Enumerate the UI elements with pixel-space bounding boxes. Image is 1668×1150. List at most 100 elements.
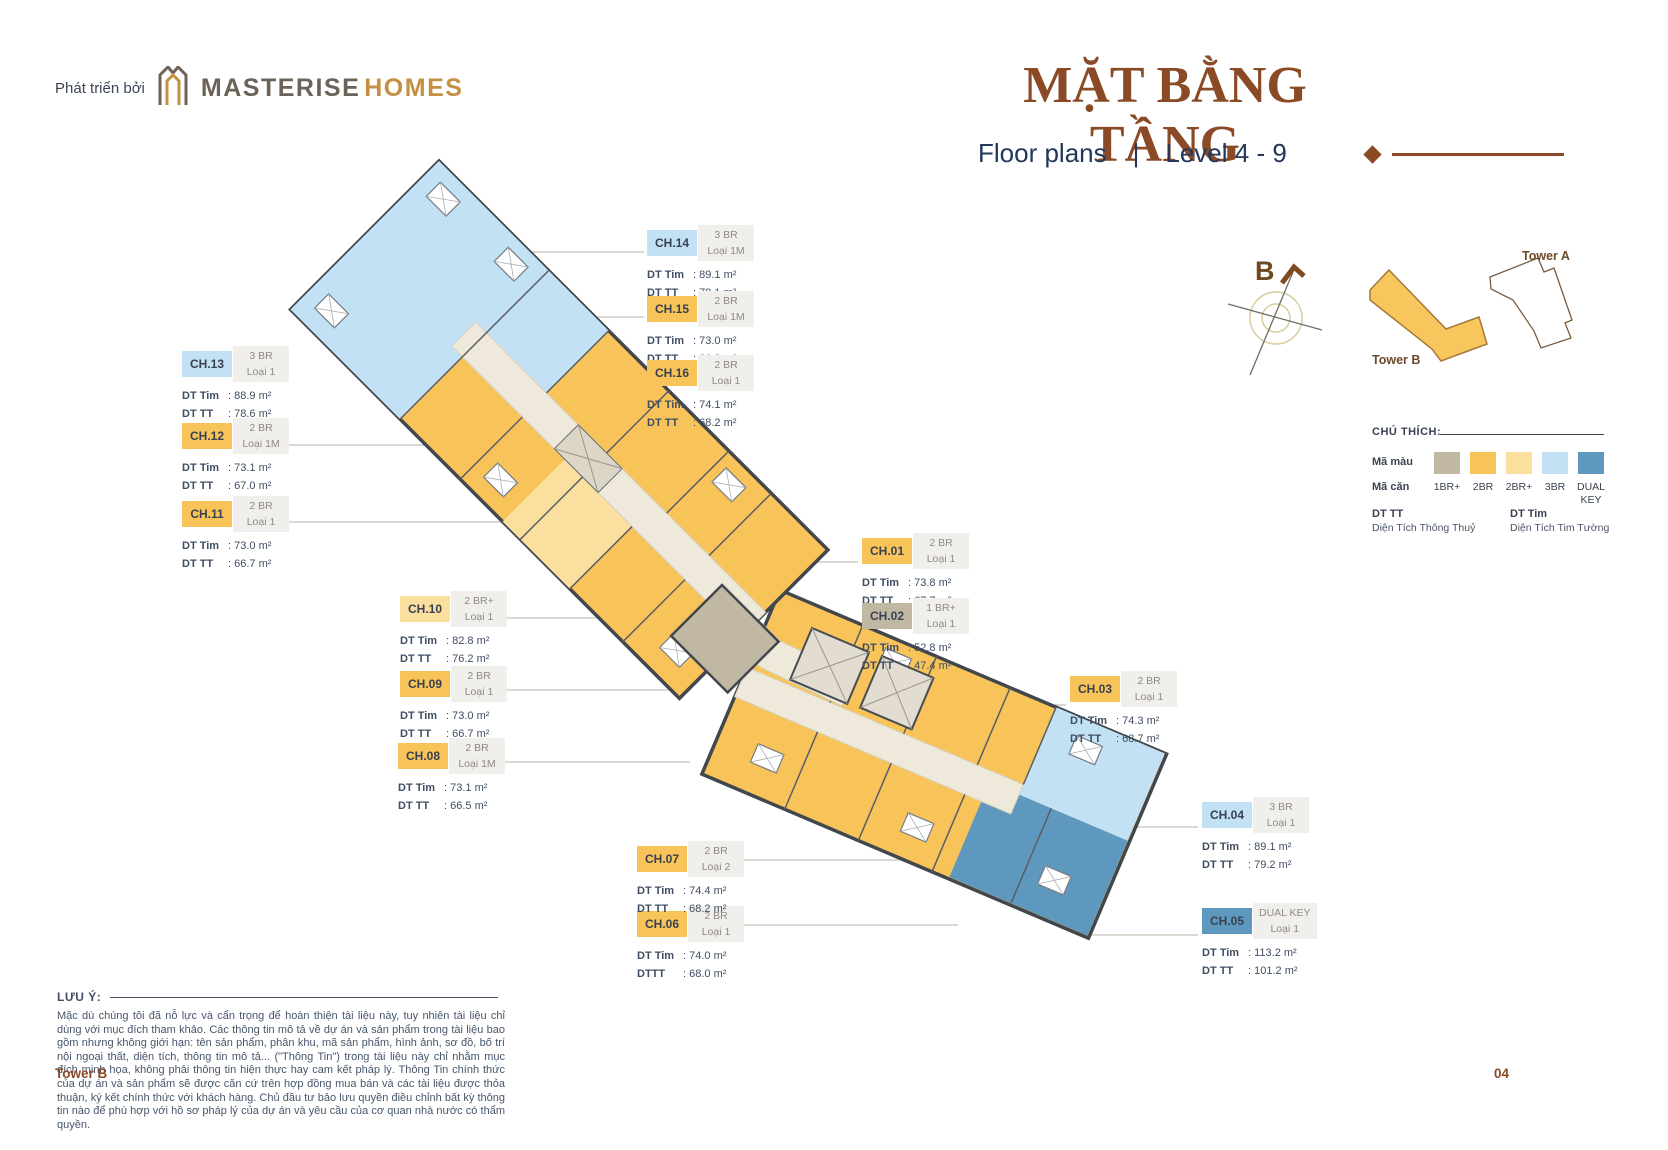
unit-zone-ch02-1brplus bbox=[669, 583, 781, 695]
unit-type: 2 BR bbox=[714, 295, 738, 307]
notes-body: Mặc dù chúng tôi đã nỗ lực và cẩn trọng … bbox=[57, 1010, 505, 1131]
unit-dt-tt-value: : 66.5 m² bbox=[444, 800, 488, 812]
unit-dt-tim-label: DT Tim bbox=[637, 885, 675, 897]
legend-type-2br: 2BR bbox=[1472, 481, 1494, 493]
unit-dt-tim-value: : 89.1 m² bbox=[1248, 841, 1292, 853]
legend-type-1brplus: 1BR+ bbox=[1433, 481, 1461, 493]
unit-dt-tim-label: DT Tim bbox=[1202, 947, 1240, 959]
unit-zone-ch10-2brplus bbox=[502, 459, 633, 589]
unit-label: CH.09 2 BR Loại 1 DT Tim: 73.0 m² DT TT:… bbox=[400, 666, 507, 743]
unit-type: 2 BR bbox=[704, 845, 728, 857]
unit-dt-tim-value: : 74.0 m² bbox=[683, 950, 727, 962]
unit-type: 2 BR bbox=[714, 359, 738, 371]
unit-code-badge: CH.14 bbox=[647, 230, 697, 256]
unit-loai: Loại 1 bbox=[1266, 817, 1296, 829]
unit-code-badge: CH.15 bbox=[647, 296, 697, 322]
unit-dt-tim-value: : 113.2 m² bbox=[1248, 947, 1297, 959]
brand-row: Phát triển bởi MASTERISE HOMES bbox=[55, 64, 464, 111]
unit-dt-tt-value: : 68.2 m² bbox=[693, 417, 737, 429]
footer-tower-label: Tower B bbox=[55, 1066, 108, 1081]
unit-code-badge: CH.05 bbox=[1202, 908, 1252, 934]
unit-dt-tt-value: : 68.0 m² bbox=[683, 968, 727, 980]
unit-dividers-nw bbox=[399, 270, 772, 643]
unit-label: CH.11 2 BR Loại 1 DT Tim: 73.0 m² DT TT:… bbox=[182, 496, 289, 573]
unit-label: CH.16 2 BR Loại 1 DT Tim: 74.1 m² DT TT:… bbox=[647, 355, 754, 432]
unit-dt-tt-label: DT TT bbox=[182, 408, 214, 420]
notes-rule bbox=[110, 997, 498, 998]
notes-heading: LƯU Ý: bbox=[57, 990, 102, 1004]
unit-label: CH.03 2 BR Loại 1 DT Tim: 74.3 m² DT TT:… bbox=[1070, 671, 1177, 748]
legend-swatch-2br bbox=[1470, 452, 1496, 474]
brand-suffix: HOMES bbox=[364, 74, 464, 102]
developed-by-label: Phát triển bởi bbox=[55, 80, 145, 97]
unit-dt-tt-label: DT TT bbox=[1202, 965, 1234, 977]
unit-label: CH.08 2 BR Loại 1M DT Tim: 73.1 m² DT TT… bbox=[398, 738, 505, 815]
unit-dt-tim-value: : 73.0 m² bbox=[446, 710, 490, 722]
tower-a-label: Tower A bbox=[1522, 249, 1570, 263]
unit-dt-tim-value: : 73.1 m² bbox=[228, 462, 272, 474]
unit-zone-ch04-3br bbox=[1019, 707, 1165, 841]
unit-dt-tt-label: DT TT bbox=[647, 417, 679, 429]
core-block-1 bbox=[788, 626, 871, 706]
unit-loai: Loại 1M bbox=[242, 438, 280, 450]
legend-swatch-2brplus bbox=[1506, 452, 1532, 474]
unit-dt-tt-value: : 78.6 m² bbox=[228, 408, 272, 420]
unit-zone-ch14-3br bbox=[486, 270, 609, 393]
page-title: MẶT BẰNG TẦNG bbox=[1023, 57, 1307, 173]
unit-loai: Loại 1 bbox=[464, 611, 494, 623]
unit-dt-tt-label: DT TT bbox=[182, 480, 214, 492]
unit-code-badge: CH.16 bbox=[647, 360, 697, 386]
unit-label: CH.12 2 BR Loại 1M DT Tim : 73.1 m² DT TT… bbox=[182, 418, 289, 495]
unit-label: CH.15 2 BR Loại 1M DT Tim: 73.0 m² DT TT… bbox=[647, 291, 754, 368]
legend-dt-tt-full: Diện Tích Thông Thuỷ bbox=[1372, 522, 1476, 534]
unit-loai: Loại 2 bbox=[701, 861, 731, 873]
unit-code-badge: CH.03 bbox=[1070, 676, 1120, 702]
legend-type-dualkey-1: DUAL bbox=[1576, 481, 1605, 493]
unit-dt-tt-value: : 68.7 m² bbox=[1116, 733, 1160, 745]
tower-a-shape bbox=[1489, 257, 1573, 349]
mini-towers: Tower B Tower A bbox=[1369, 249, 1573, 367]
unit-code-badge: CH.12 bbox=[182, 423, 232, 449]
unit-type: 2 BR bbox=[249, 422, 273, 434]
unit-dt-tim-label: DT Tim bbox=[647, 399, 685, 411]
unit-dt-tim-label: DT Tim bbox=[182, 462, 220, 474]
unit-type: 2 BR bbox=[929, 537, 953, 549]
unit-loai: Loại 1 bbox=[246, 366, 276, 378]
stair-core-cross bbox=[554, 424, 623, 493]
unit-loai: Loại 1 bbox=[701, 926, 731, 938]
unit-type: 1 BR+ bbox=[926, 602, 956, 614]
unit-loai: Loại 1 bbox=[246, 516, 276, 528]
unit-dt-tt-label: DT TT bbox=[400, 653, 432, 665]
unit-dt-tim-value: : 88.9 m² bbox=[228, 390, 272, 402]
legend-dt-tim-abbr: DT Tim bbox=[1510, 508, 1548, 520]
tower-b-shape bbox=[1369, 268, 1488, 362]
unit-dt-tim-value: : 73.1 m² bbox=[444, 782, 488, 794]
core-block-2 bbox=[858, 654, 935, 731]
subtitle-divider: | bbox=[1132, 138, 1140, 168]
unit-code-badge: CH.13 bbox=[182, 351, 232, 377]
unit-zone-ch05-dualkey bbox=[949, 782, 1128, 936]
unit-dt-tim-label: DT Tim bbox=[1202, 841, 1240, 853]
brand-name: MASTERISE bbox=[200, 74, 361, 102]
unit-dt-tim-value: : 73.8 m² bbox=[908, 577, 952, 589]
unit-dt-tim-label: DT Tim bbox=[182, 390, 220, 402]
unit-loai: Loại 1 bbox=[926, 618, 956, 630]
tower-b-label: Tower B bbox=[1372, 353, 1420, 367]
unit-label: CH.06 2 BR Loại 1 DT Tim: 74.0 m² DTTT: … bbox=[637, 906, 744, 983]
unit-code-badge: CH.10 bbox=[400, 596, 450, 622]
unit-type: 2 BR bbox=[467, 670, 491, 682]
unit-type: 2 BR bbox=[704, 910, 728, 922]
unit-code-badge: CH.01 bbox=[862, 538, 912, 564]
unit-dt-tim-label: DT Tim bbox=[1070, 715, 1108, 727]
legend-dt-tim-full: Diện Tích Tim Tường bbox=[1510, 522, 1610, 534]
unit-dt-tt-value: : 66.7 m² bbox=[228, 558, 272, 570]
footer-page-number: 04 bbox=[1494, 1066, 1510, 1081]
unit-dt-tt-label: DT TT bbox=[400, 728, 432, 740]
unit-dt-tim-value: : 74.1 m² bbox=[693, 399, 737, 411]
unit-dt-tim-value: : 52.8 m² bbox=[908, 642, 952, 654]
legend-type-dualkey-2: KEY bbox=[1580, 494, 1602, 506]
unit-dt-tim-label: DT Tim bbox=[647, 335, 685, 347]
unit-dt-tim-label: DT Tim bbox=[400, 710, 438, 722]
